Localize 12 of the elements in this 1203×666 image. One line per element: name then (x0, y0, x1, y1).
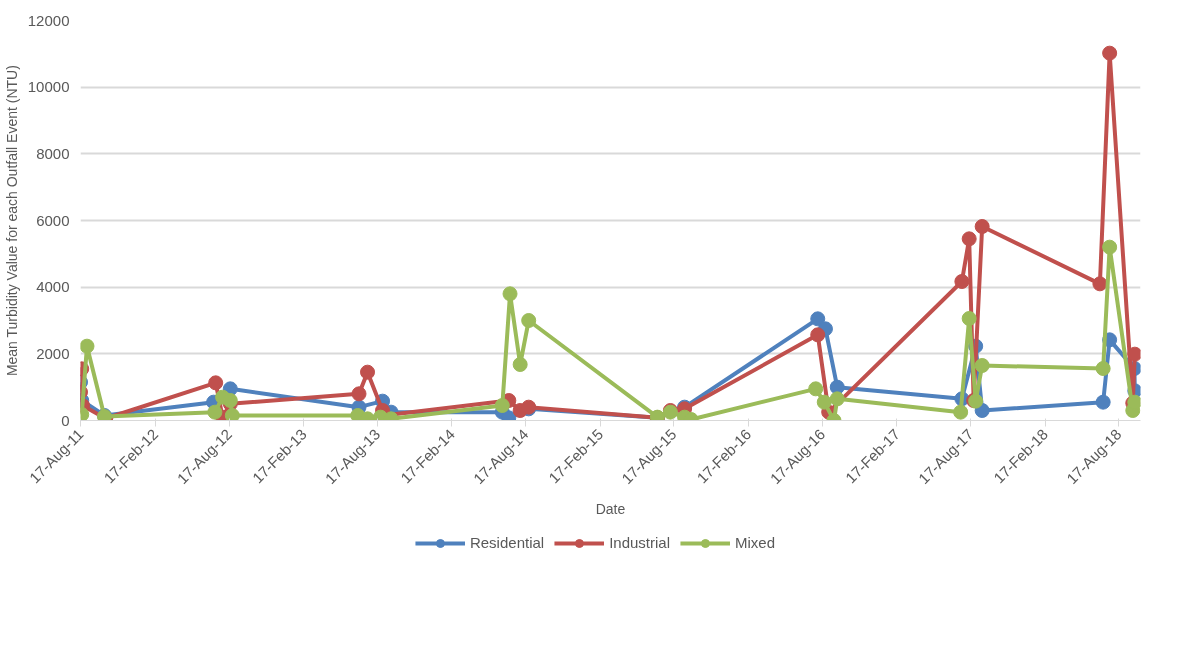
legend-label: Industrial (609, 534, 671, 551)
y-tick-label: 2000 (36, 344, 70, 362)
y-axis-title: Mean Turbidity Value for each Outfall Event (NTU) (3, 65, 20, 377)
y-tick-label: 4000 (36, 278, 70, 296)
y-tick-label: 10000 (27, 78, 70, 96)
legend-label: Mixed (735, 534, 776, 551)
y-tick-label: 0 (61, 411, 70, 429)
legend-label: Residential (469, 534, 545, 551)
y-tick-label: 12000 (27, 11, 70, 29)
x-axis-title: Date (595, 501, 626, 518)
y-tick-label: 6000 (36, 211, 70, 229)
y-tick-label: 8000 (36, 144, 70, 162)
